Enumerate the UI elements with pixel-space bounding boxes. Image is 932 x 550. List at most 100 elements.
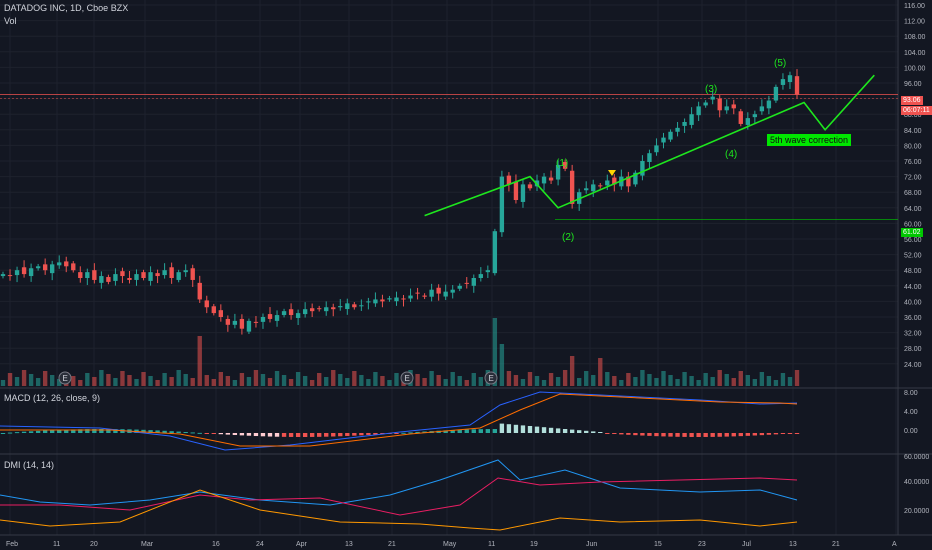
macd-histogram-bar [668, 433, 673, 437]
volume-bar [471, 373, 476, 386]
candle-body [155, 273, 160, 277]
volume-bar [141, 372, 146, 386]
volume-bar [0, 380, 6, 386]
candle-body [464, 282, 469, 284]
candle-body [35, 266, 41, 269]
macd-histogram-bar [225, 433, 231, 435]
volume-bar [682, 372, 687, 386]
macd-histogram-bar [359, 433, 364, 436]
symbol-title[interactable]: DATADOG INC, 1D, Cboe BZX [4, 3, 129, 13]
candle-body [281, 311, 287, 316]
macd-axis-label: 0.00 [904, 428, 918, 435]
volume-bar [703, 373, 708, 386]
candle-body [64, 261, 69, 267]
candle-body [780, 79, 786, 85]
macd-histogram-bar [450, 430, 455, 433]
candle-body [443, 291, 448, 297]
macd-histogram-bar [527, 426, 533, 433]
candle-body [605, 180, 610, 186]
candle-body [197, 282, 202, 300]
candle-body [7, 275, 13, 277]
candle-body [373, 299, 378, 304]
macd-histogram-bar [190, 432, 195, 434]
candle-body [661, 137, 666, 143]
macd-histogram-bar [380, 433, 385, 435]
candle-body [429, 289, 434, 297]
macd-histogram-bar [724, 433, 729, 437]
candle-body [176, 272, 181, 280]
time-axis-label: Jun [586, 541, 597, 548]
price-axis-label: 60.00 [904, 221, 922, 228]
macd-histogram-bar [471, 429, 476, 433]
volume-bar [661, 371, 666, 386]
time-axis-label: 11 [488, 541, 495, 548]
volume-bar [113, 378, 118, 386]
macd-histogram-bar [113, 429, 118, 433]
candle-body [218, 310, 224, 317]
macd-histogram-bar [647, 433, 652, 436]
macd-histogram-bar [141, 429, 146, 433]
macd-histogram-bar [569, 429, 575, 433]
candle-body [352, 304, 357, 308]
price-axis-label: 96.00 [904, 81, 922, 88]
volume-bar [633, 377, 638, 386]
price-axis-label: 64.00 [904, 206, 922, 213]
candle-body [401, 298, 406, 300]
macd-histogram-bar [71, 429, 76, 433]
candle-body [422, 295, 427, 297]
candle-body [675, 127, 680, 132]
volume-bar [647, 374, 652, 386]
wave-label: (3) [705, 84, 717, 95]
macd-histogram-bar [464, 429, 469, 433]
volume-bar [738, 371, 743, 386]
candle-body [394, 297, 399, 302]
dmi-axis-label: 60.0000 [904, 454, 929, 461]
candle-body [225, 318, 231, 325]
countdown-badge: 06:07:11 [901, 106, 932, 115]
candle-body [113, 274, 118, 281]
macd-histogram-bar [373, 433, 378, 435]
macd-histogram-bar [689, 433, 694, 437]
candle-body [148, 272, 153, 281]
volume-bar [766, 376, 772, 386]
candle-body [471, 278, 476, 286]
candle-body [752, 114, 758, 118]
time-axis-label: May [443, 541, 457, 548]
volume-bar [612, 376, 617, 386]
volume-bar [176, 370, 181, 386]
macd-histogram-bar [654, 433, 659, 437]
volume-bar [654, 378, 659, 386]
candle-body [85, 272, 90, 278]
macd-histogram-bar [612, 433, 617, 434]
volume-bar [478, 377, 483, 386]
candle-body [331, 307, 336, 310]
candle-body [773, 86, 779, 101]
volume-bar [773, 380, 779, 386]
volume-bar [218, 372, 224, 386]
macd-histogram-bar [408, 432, 413, 434]
volume-bar [752, 379, 758, 386]
macd-histogram-bar [218, 433, 224, 435]
elliott-wave-line [424, 74, 875, 217]
volume-bar [28, 374, 34, 386]
price-axis-label: 40.00 [904, 299, 922, 306]
candle-body [724, 106, 729, 111]
volume-bar [253, 370, 259, 386]
macd-histogram-bar [443, 430, 448, 433]
volume-bar [324, 377, 329, 386]
candle-body [239, 318, 245, 329]
macd-histogram-bar [562, 429, 568, 433]
macd-histogram-bar [169, 431, 174, 433]
macd-histogram-bar [584, 430, 589, 433]
macd-histogram-bar [710, 433, 715, 437]
macd-histogram-bar [324, 433, 329, 437]
time-axis-label: 11 [53, 541, 60, 548]
macd-histogram-bar [752, 433, 758, 436]
volume-bar [464, 380, 469, 386]
candle-body [127, 278, 132, 280]
macd-histogram-bar [260, 433, 266, 437]
wave-label: (5) [774, 58, 786, 69]
candle-body [359, 305, 364, 307]
macd-histogram-bar [619, 433, 624, 435]
